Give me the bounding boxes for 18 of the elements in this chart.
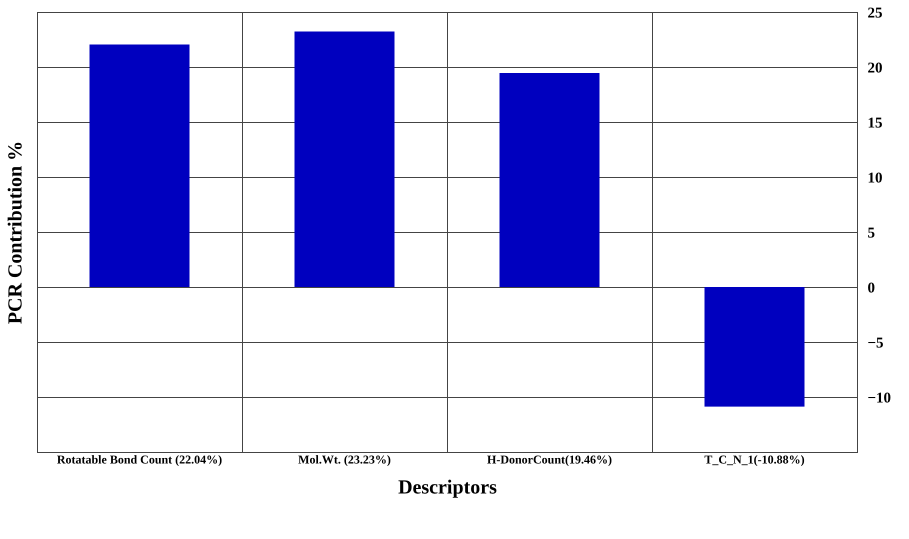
y-tick-label: 0 xyxy=(868,280,875,296)
x-tick-label: T_C_N_1(-10.88%) xyxy=(704,452,805,466)
x-tick-label: H-DonorCount(19.46%) xyxy=(487,452,612,466)
y-tick-label: 15 xyxy=(868,116,882,132)
x-tick-label: Mol.Wt. (23.23%) xyxy=(298,452,391,466)
y-tick-label: 25 xyxy=(868,6,882,22)
y-tick-label: −10 xyxy=(868,390,892,406)
bar xyxy=(294,31,394,287)
x-tick-label: Rotatable Bond Count (22.04%) xyxy=(56,452,222,466)
y-tick-label: 20 xyxy=(868,60,882,76)
bar xyxy=(90,44,190,287)
y-axis-title: PCR Contribution % xyxy=(4,140,26,324)
y-tick-label: −5 xyxy=(868,336,884,352)
x-axis-title: Descriptors xyxy=(398,476,498,498)
y-tick-label: 5 xyxy=(868,226,875,242)
y-tick-label: 10 xyxy=(868,170,882,186)
bar xyxy=(704,287,804,407)
bar xyxy=(500,72,600,287)
